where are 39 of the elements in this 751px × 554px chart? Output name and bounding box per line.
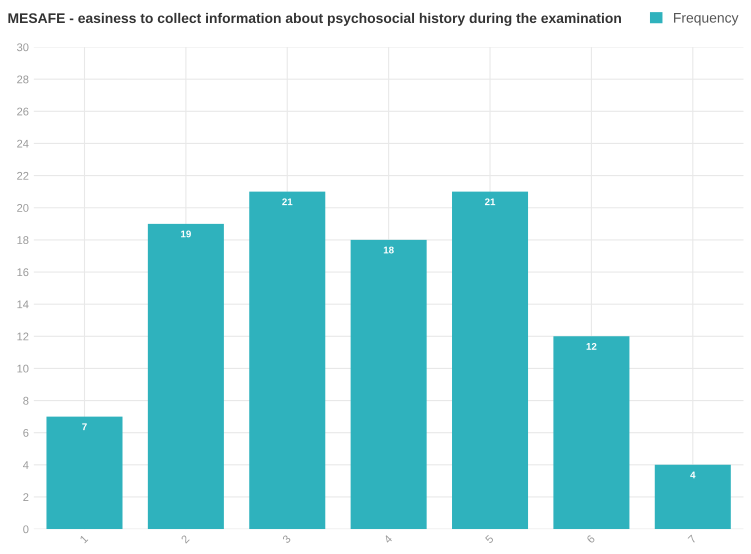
chart-title: MESAFE - easiness to collect information about psychosocial history during the examination [8,12,621,26]
y-tick-label: 12 [17,332,28,340]
bar [148,224,224,530]
x-tick-label: 1 [80,534,88,544]
bar [452,192,528,530]
bar [553,336,630,530]
y-tick-label: 20 [17,204,28,212]
x-tick-label: 3 [282,534,292,544]
y-tick-label: 0 [23,525,28,534]
bar [249,192,326,530]
x-tick-label: 5 [484,534,494,544]
y-tick-label: 14 [17,300,29,308]
y-tick-label: 18 [17,236,28,244]
bar [350,240,427,530]
bar [46,416,123,530]
y-tick-label: 2 [23,493,28,501]
y-tick-label: 30 [17,43,28,52]
data-label: 21 [484,198,496,206]
x-tick-label: 2 [180,534,190,544]
data-label: 7 [82,423,87,430]
data-label: 21 [282,198,292,206]
data-label: 12 [586,342,596,350]
y-tick-label: 8 [23,396,28,405]
y-tick-label: 22 [17,172,28,180]
y-tick-label: 16 [17,268,28,276]
y-tick-label: 28 [17,75,28,84]
data-label: 19 [181,230,191,238]
x-tick-label: 4 [383,534,393,544]
y-tick-label: 26 [17,108,28,116]
x-tick-label: 6 [586,534,596,544]
bar [654,464,731,530]
legend-label: Frequency [674,13,738,26]
data-label: 18 [384,246,394,254]
y-tick-label: 10 [17,364,28,373]
data-label: 4 [690,472,696,478]
x-tick-label: 7 [688,534,697,544]
y-tick-label: 24 [17,140,29,148]
y-tick-label: 6 [23,428,28,437]
y-tick-label: 4 [23,461,29,469]
